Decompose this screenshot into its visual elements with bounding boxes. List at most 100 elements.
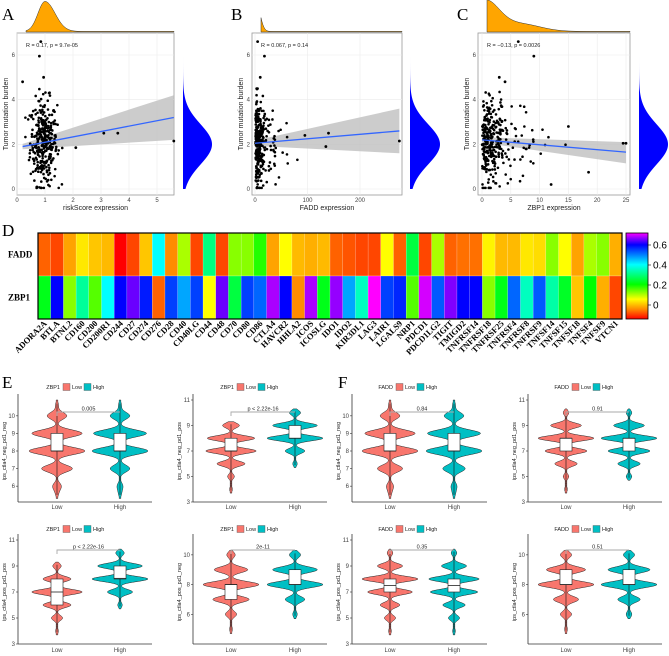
scatter-point bbox=[493, 108, 496, 112]
scatter-point bbox=[40, 144, 44, 147]
heatmap-cell bbox=[50, 232, 64, 277]
x-density-plot bbox=[25, 1, 175, 33]
scatter-point bbox=[41, 156, 44, 160]
legend-swatch-high bbox=[592, 383, 601, 391]
x-tick-label: 15 bbox=[565, 198, 572, 204]
y-tick-label: 7 bbox=[346, 467, 350, 473]
legend-label-high: High bbox=[602, 385, 613, 391]
x-tick-label-low: Low bbox=[225, 648, 237, 654]
scatter-point bbox=[36, 170, 40, 174]
scatter-point bbox=[487, 154, 491, 158]
scatter-point bbox=[491, 149, 494, 152]
scatter-point bbox=[34, 112, 38, 116]
scatter-point bbox=[272, 149, 276, 153]
scatter-point bbox=[257, 112, 261, 116]
p-value-label: p < 2.22e-16 bbox=[247, 407, 278, 413]
scatter-point bbox=[259, 179, 263, 183]
scatter-point bbox=[40, 120, 44, 124]
scatter-point bbox=[262, 146, 266, 149]
scatter-point bbox=[256, 143, 260, 147]
heatmap-cell bbox=[240, 232, 255, 277]
scatter-point bbox=[48, 131, 52, 135]
scatter-point bbox=[258, 158, 261, 162]
y-tick-label: 5 bbox=[12, 616, 16, 622]
scatter-point bbox=[269, 148, 273, 152]
heatmap-cell bbox=[393, 232, 407, 277]
heatmap-cell bbox=[75, 232, 90, 277]
scatter-point bbox=[484, 125, 487, 129]
scatter-point bbox=[296, 158, 299, 162]
scatter-point bbox=[41, 165, 44, 168]
legend-title: FADD bbox=[554, 385, 569, 391]
scatter-point bbox=[102, 131, 106, 135]
y-tick-label: 6 bbox=[12, 484, 16, 490]
scatter-point bbox=[624, 141, 628, 145]
scatter-point bbox=[257, 148, 260, 151]
heatmap-cell bbox=[240, 275, 255, 320]
scatter-point bbox=[24, 116, 27, 119]
scatter-point bbox=[483, 145, 487, 149]
scatter-point bbox=[485, 101, 489, 105]
scatter-point bbox=[48, 94, 52, 97]
scatter-point bbox=[259, 100, 263, 104]
scatter-point bbox=[257, 179, 260, 182]
x-tick-label-high: High bbox=[448, 648, 460, 654]
significance-bracket bbox=[389, 411, 454, 416]
scatter-point bbox=[267, 118, 271, 122]
scatter-point bbox=[489, 151, 493, 154]
legend-title: FADD bbox=[378, 527, 393, 533]
scatter-point bbox=[258, 75, 262, 79]
scatter-point bbox=[263, 114, 266, 118]
scatter-point bbox=[263, 54, 266, 58]
p-value-label: 0.35 bbox=[417, 545, 428, 551]
scatter-point bbox=[518, 179, 522, 183]
scatter-point bbox=[486, 109, 490, 112]
heatmap-cell bbox=[126, 232, 140, 277]
scatter-point bbox=[489, 115, 493, 119]
y-tick-label: 6 bbox=[247, 53, 251, 59]
x-tick-label-low: Low bbox=[225, 505, 237, 511]
scatter-point bbox=[48, 184, 51, 188]
y-tick-label: 9 bbox=[12, 564, 16, 570]
scatter-point bbox=[262, 121, 266, 125]
panel-label-a: A bbox=[2, 5, 15, 24]
scatter-point bbox=[271, 109, 275, 112]
legend-swatch-high bbox=[83, 525, 92, 533]
scatter-point bbox=[488, 93, 491, 97]
scatter-point bbox=[35, 146, 38, 150]
heatmap-cell bbox=[532, 275, 547, 320]
scatter-point bbox=[532, 140, 535, 143]
scatter-point bbox=[38, 150, 42, 154]
x-tick-label-low: Low bbox=[384, 505, 396, 511]
y-tick-label: 6 bbox=[187, 612, 191, 618]
scatter-point bbox=[255, 186, 259, 190]
scatter-point bbox=[486, 120, 490, 123]
scatter-point bbox=[285, 135, 289, 139]
heatmap-cell bbox=[291, 275, 305, 320]
scatter-point bbox=[31, 170, 35, 174]
scatter-point bbox=[481, 125, 484, 128]
scatter-point bbox=[487, 112, 491, 115]
scatter-point bbox=[45, 138, 48, 142]
scatter-point bbox=[44, 161, 47, 165]
scatter-point bbox=[28, 151, 32, 155]
legend-title: ZBP1 bbox=[220, 385, 234, 391]
legend-title: FADD bbox=[378, 385, 393, 391]
heatmap-cell bbox=[609, 275, 623, 320]
scatter-point bbox=[273, 154, 277, 158]
scatter-point bbox=[26, 118, 30, 121]
scatter-point bbox=[39, 40, 43, 43]
scatter-point bbox=[487, 168, 491, 172]
y-tick-label: 5 bbox=[187, 475, 191, 481]
boxplot-low bbox=[559, 437, 573, 452]
scatter-point bbox=[33, 135, 36, 139]
scatter-point bbox=[499, 101, 502, 104]
scatter-point bbox=[50, 113, 54, 117]
scatter-point bbox=[274, 146, 278, 150]
scatter-point bbox=[262, 167, 265, 171]
y-axis-label: ips_ctla4_pos_pd1_pos bbox=[2, 563, 8, 621]
scatter-point bbox=[490, 99, 493, 103]
heatmap-cell bbox=[253, 232, 267, 277]
scatter-point bbox=[27, 158, 31, 162]
